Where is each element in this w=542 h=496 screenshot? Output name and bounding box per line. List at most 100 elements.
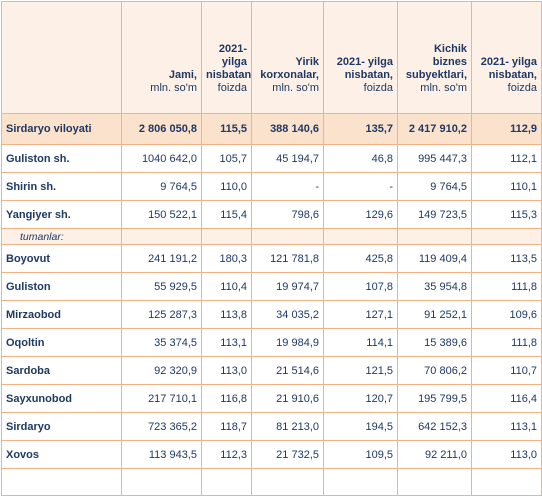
value-cell: 21 732,5 — [251, 440, 324, 469]
value-cell: 129,6 — [323, 200, 398, 229]
value-cell: 112,1 — [471, 144, 542, 173]
value-cell: 113 943,5 — [121, 440, 202, 469]
value-cell: 92 211,0 — [397, 440, 472, 469]
value-cell: 111,8 — [471, 328, 542, 357]
value-cell: 21 514,6 — [251, 356, 324, 385]
column-unit: mln. so'm — [150, 82, 197, 94]
value-cell: 115,3 — [471, 200, 542, 229]
value-cell: 110,7 — [471, 356, 542, 385]
value-cell: 195 799,5 — [397, 384, 472, 413]
table-row: Sirdaryo 723 365,2 118,7 81 213,0 194,5 642 1… — [1, 412, 542, 441]
value-cell: 1040 642,0 — [121, 144, 202, 173]
value-cell: 15 389,6 — [397, 328, 472, 357]
value-cell: 70 806,2 — [397, 356, 472, 385]
value-cell: 112,3 — [201, 440, 252, 469]
empty-cell — [1, 468, 122, 496]
column-unit: foizda — [217, 82, 247, 94]
table-row: Shirin sh. 9 764,5 110,0- -9 764,5 110,1 — [1, 172, 542, 201]
column-title: Kichik biznes subyektlari, — [405, 43, 467, 81]
value-cell: 121,5 — [323, 356, 398, 385]
value-cell: 116,8 — [201, 384, 252, 413]
value-cell: 110,1 — [471, 172, 542, 201]
column-unit: mln. so'm — [272, 82, 319, 94]
empty-cell — [397, 468, 472, 496]
empty-cell — [251, 468, 324, 496]
empty-cell — [121, 468, 202, 496]
value-cell: 113,5 — [471, 244, 542, 273]
table-row: Mirzaobod 125 287,3 113,8 34 035,2 127,1 91 2… — [1, 300, 542, 329]
empty-cell — [471, 468, 542, 496]
table-row: Sardoba 92 320,9 113,0 21 514,6 121,5 70 806,… — [1, 356, 542, 385]
value-cell: 995 447,3 — [397, 144, 472, 173]
value-cell: 114,1 — [323, 328, 398, 357]
value-cell: 34 035,2 — [251, 300, 324, 329]
blank-row — [1, 468, 542, 496]
column-header: Kichik biznes subyektlari, mln. so'm — [397, 1, 472, 114]
row-label: Mirzaobod — [1, 300, 122, 329]
value-cell: 91 252,1 — [397, 300, 472, 329]
value-cell: 9 764,5 — [121, 172, 202, 201]
table-row: Sayxunobod 217 710,1 116,8 21 910,6 120,7 195… — [1, 384, 542, 413]
value-cell: 113,8 — [201, 300, 252, 329]
section-label: tumanlar: — [1, 228, 122, 245]
value-cell: 425,8 — [323, 244, 398, 273]
table-row: Yangiyer sh. 150 522,1 115,4 798,6 129,6 149 … — [1, 200, 542, 229]
table-body: Sirdaryo viloyati 2 806 050,8 115,5 388 140… — [1, 113, 542, 496]
empty-cell — [251, 228, 324, 245]
value-cell: 121 781,8 — [251, 244, 324, 273]
column-unit: mln. so'm — [420, 82, 467, 94]
value-cell: 21 910,6 — [251, 384, 324, 413]
column-title: 2021- yilga nisbatan, — [336, 56, 393, 81]
value-cell: 112,9 — [471, 113, 542, 145]
value-cell: 35 954,8 — [397, 272, 472, 301]
empty-cell — [323, 468, 398, 496]
empty-cell — [121, 228, 202, 245]
value-cell: 19 974,7 — [251, 272, 324, 301]
row-label: Boyovut — [1, 244, 122, 273]
row-label: Shirin sh. — [1, 172, 122, 201]
value-cell: 105,7 — [201, 144, 252, 173]
value-cell: 388 140,6 — [251, 113, 324, 145]
column-unit: foizda — [363, 82, 393, 94]
value-cell: 135,7 — [323, 113, 398, 145]
empty-cell — [201, 468, 252, 496]
row-label: Xovos — [1, 440, 122, 469]
value-cell: 723 365,2 — [121, 412, 202, 441]
corner-cell — [1, 1, 122, 114]
value-cell: 115,4 — [201, 200, 252, 229]
value-cell: 113,1 — [471, 412, 542, 441]
value-cell: 111,8 — [471, 272, 542, 301]
column-title: Yirik korxonalar, — [260, 56, 319, 81]
value-cell: 118,7 — [201, 412, 252, 441]
column-header: 2021- yilga nisbatan, foizda — [323, 1, 398, 114]
value-cell: 2 417 910,2 — [397, 113, 472, 145]
value-cell: 642 152,3 — [397, 412, 472, 441]
section-row: tumanlar: — [1, 228, 542, 245]
value-cell: 109,6 — [471, 300, 542, 329]
empty-cell — [471, 228, 542, 245]
value-cell: 110,0 — [201, 172, 252, 201]
table-row: Sirdaryo viloyati 2 806 050,8 115,5 388 140… — [1, 113, 542, 145]
value-cell: 119 409,4 — [397, 244, 472, 273]
value-cell: 120,7 — [323, 384, 398, 413]
value-cell: 55 929,5 — [121, 272, 202, 301]
column-header: 2021- yilga nisbatan, foizda — [471, 1, 542, 114]
value-cell: 45 194,7 — [251, 144, 324, 173]
value-cell: 107,8 — [323, 272, 398, 301]
empty-cell — [397, 228, 472, 245]
row-label: Sardoba — [1, 356, 122, 385]
value-cell: 180,3 — [201, 244, 252, 273]
value-cell: 46,8 — [323, 144, 398, 173]
column-header: 2021-yilga nisbatan, foizda — [201, 1, 252, 114]
value-cell: 127,1 — [323, 300, 398, 329]
table-row: Guliston sh. 1040 642,0 105,7 45 194,7 46,8 9… — [1, 144, 542, 173]
header-row: Jami, mln. so'm 2021-yilga nisbatan, foizda… — [1, 1, 542, 114]
value-cell: 125 287,3 — [121, 300, 202, 329]
column-title: Jami, — [168, 69, 197, 81]
row-label: Oqoltin — [1, 328, 122, 357]
value-cell: 35 374,5 — [121, 328, 202, 357]
column-unit: foizda — [507, 82, 537, 94]
column-title: 2021- yilga nisbatan, — [480, 56, 537, 81]
value-cell: - — [323, 172, 398, 201]
